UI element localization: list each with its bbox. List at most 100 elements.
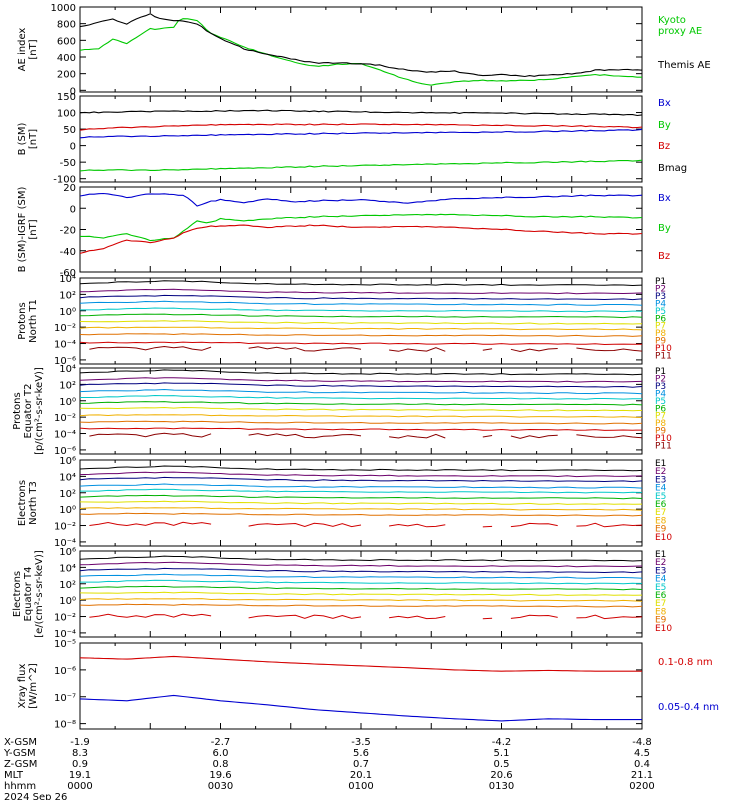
y-tick-label: 10⁻⁸ <box>54 720 76 731</box>
y-tick-label: 10⁻⁴ <box>54 629 76 640</box>
y-tick-label: 400 <box>57 53 76 64</box>
legend-p8: P8 <box>655 419 666 429</box>
legend-e7: E7 <box>655 599 666 609</box>
series-line-p5 <box>80 307 642 313</box>
y-tick-label: 10⁴ <box>59 364 76 375</box>
series-line-e8 <box>80 507 642 511</box>
legend-bx: Bx <box>658 98 671 109</box>
y-axis-title: AE index <box>17 28 28 72</box>
series-line-e9 <box>80 512 642 517</box>
legend-bz: Bz <box>658 141 670 152</box>
x-row-value: 8.3 <box>72 748 88 759</box>
series-line-e2 <box>80 471 642 478</box>
y-tick-label: 10⁻⁶ <box>54 356 76 367</box>
series-line-p4 <box>80 388 642 395</box>
legend-p5: P5 <box>655 397 666 407</box>
series-line-p11 <box>89 432 642 439</box>
legend-p3: P3 <box>655 382 666 392</box>
legend-p6: P6 <box>655 314 666 324</box>
legend-e8: E8 <box>655 607 667 617</box>
x-row-value: 6.0 <box>213 748 229 759</box>
legend-by: By <box>658 223 671 234</box>
series-line-e10 <box>89 613 642 620</box>
x-row-value: 0130 <box>489 781 514 792</box>
legend-proxy-ae: proxy AE <box>658 26 702 37</box>
legend-e1: E1 <box>655 550 666 560</box>
y-tick-label: 10⁻⁷ <box>54 693 76 704</box>
legend-e6: E6 <box>655 500 667 510</box>
y-axis-title: Equator T2 <box>23 384 34 439</box>
y-tick-label: -20 <box>60 226 76 237</box>
legend-p2: P2 <box>655 374 666 384</box>
x-row-value: 0.5 <box>494 759 510 770</box>
series-line-p2 <box>80 377 642 383</box>
series-line-by <box>80 159 642 172</box>
series-line-p9 <box>80 333 642 337</box>
y-tick-label: 10⁴ <box>59 563 76 574</box>
x-row-value: 5.1 <box>494 748 510 759</box>
y-tick-label: 10² <box>59 489 76 500</box>
legend-p7: P7 <box>655 412 666 422</box>
y-tick-label: -100 <box>53 175 76 186</box>
y-tick-label: 0 <box>70 204 76 215</box>
legend-e9: E9 <box>655 616 667 626</box>
y-tick-label: 800 <box>57 20 76 31</box>
x-row-value: 0.4 <box>634 759 650 770</box>
y-tick-label: 100 <box>57 109 76 120</box>
panel-protons_t2: 10⁴ 10² 10⁰ 10⁻² 10⁻⁴ 10⁻⁶ Protons Equator T2 [p… <box>12 364 672 457</box>
panel-b_igrf: 20 0 -20 -40 -60 B (SM)-IGRF (SM) [nT] Bx By Bz <box>17 183 671 279</box>
y-tick-label: 10⁶ <box>59 547 76 558</box>
series-line-e4 <box>80 483 642 489</box>
legend-e3: E3 <box>655 566 666 576</box>
y-tick-label: 10⁻² <box>54 613 76 624</box>
legend-bz: Bz <box>658 251 670 262</box>
legend-e10: E10 <box>655 624 672 634</box>
legend-e4: E4 <box>655 575 667 585</box>
series-line-bx <box>80 128 642 139</box>
y-tick-label: 10⁻² <box>54 522 76 533</box>
series-line-bx <box>80 192 642 207</box>
series-line-p11 <box>89 345 642 353</box>
legend-p7: P7 <box>655 322 666 332</box>
series-line-e7 <box>80 500 642 505</box>
y-axis-title: Protons <box>12 392 23 429</box>
y-tick-label: 10⁻⁶ <box>54 446 76 457</box>
series-line-p1 <box>80 280 642 287</box>
legend-e2: E2 <box>655 467 666 477</box>
legend-p11: P11 <box>655 442 672 452</box>
series-line-0-05-0-4-nm <box>80 694 642 722</box>
x-row-value: -2.7 <box>211 737 231 748</box>
legend-bx: Bx <box>658 193 671 204</box>
y-axis-title: [nT] <box>28 219 39 239</box>
y-tick-label: 10² <box>59 580 76 591</box>
series-line-p10 <box>80 341 642 346</box>
series-line-e4 <box>80 573 642 579</box>
legend-p11: P11 <box>655 352 672 362</box>
legend-e10: E10 <box>655 533 672 543</box>
series-line-e3 <box>80 476 642 483</box>
y-tick-label: 10⁻² <box>54 323 76 334</box>
legend-e4: E4 <box>655 484 667 494</box>
legend-p1: P1 <box>655 277 666 287</box>
series-line-p8 <box>80 326 642 331</box>
y-tick-label: 10⁻⁴ <box>54 538 76 549</box>
legend-0-05-0-4-nm: 0.05-0.4 nm <box>658 702 719 713</box>
y-tick-label: -40 <box>60 247 76 258</box>
series-line-p3 <box>80 294 642 301</box>
series-line-p6 <box>80 401 642 406</box>
legend-e5: E5 <box>655 492 666 502</box>
series-line-p9 <box>80 420 642 425</box>
legend-p9: P9 <box>655 337 666 347</box>
x-row-value: 0030 <box>208 781 233 792</box>
x-row-label: X-GSM <box>4 737 37 748</box>
y-tick-label: 0 <box>70 86 76 97</box>
legend-e8: E8 <box>655 516 667 526</box>
y-axis-title: Xray flux <box>17 664 28 709</box>
x-row-label: hhmm <box>4 781 36 792</box>
y-axis-title: Electrons <box>12 571 23 617</box>
y-tick-label: 20 <box>63 183 76 194</box>
series-line-p7 <box>80 406 642 412</box>
y-axis-title: [p/(cm²-s-sr-keV)] <box>34 367 45 455</box>
